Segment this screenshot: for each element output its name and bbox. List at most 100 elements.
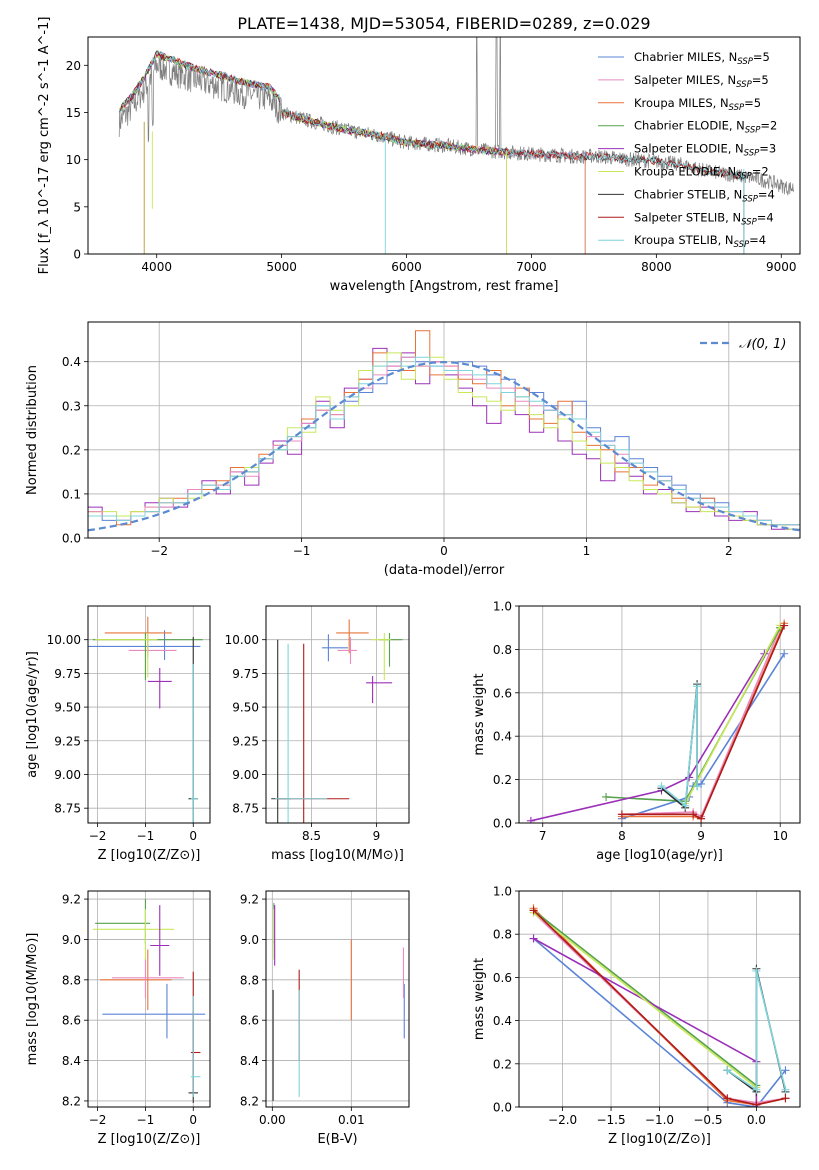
weight-point-marker [780,649,789,658]
figure-title: PLATE=1438, MJD=53054, FIBERID=0289, z=0… [237,14,650,33]
y-tick-label: 9.00 [232,768,259,782]
y-tick-label: 9.50 [54,701,81,715]
x-axis-label: mass [log10(M/M⊙)] [271,848,404,863]
axes-frame [265,890,410,1108]
x-tick-label: 0 [189,1113,197,1127]
y-tick-label: 9.75 [232,667,259,681]
x-tick-label: −2 [89,1113,107,1127]
weight-point-marker [685,773,694,782]
x-axis-label: Z [log10(Z/Z⊙)] [98,1132,201,1147]
legend-name: Chabrier MILES, N [634,50,737,64]
x-tick-label: 8 [618,829,626,843]
y-tick-label: 8.2 [62,1094,81,1108]
weight-point-marker [693,682,702,691]
y-axis-label: Flux [f_λ 10^-17 erg cm^-2 s^-1 A^-1] [37,17,52,275]
y-tick-label: 10.00 [225,633,259,647]
y-tick-label: 0.2 [62,443,81,457]
weight-point-marker [781,1094,790,1103]
panel-mass_vs_Z: −2 −1 0 8.2 8.4 8.6 8.8 9.0 9.2 Z [log10(Z/Z⊙)] ma… [25,890,211,1147]
y-axis-label: mass weight [472,958,487,1040]
plot-area [266,891,409,1107]
legend-label: Chabrier MILES, NSSP=5 [634,50,770,67]
y-tick-label: 1.0 [493,600,512,614]
weight-point-marker [780,621,789,630]
weight-point-marker [723,1094,732,1103]
plot-area [88,606,210,823]
weight-point-marker [781,1066,790,1075]
weight-series-line [726,970,787,1092]
x-tick-label: 5000 [266,260,297,274]
legend-label: Kroupa MILES, NSSP=5 [634,96,761,113]
y-tick-label: 1.0 [493,885,512,899]
plot-area [88,891,210,1107]
x-tick-label: −1 [137,1113,155,1127]
axes-frame [87,321,801,539]
panel-age_vs_mass: 8.5 9 8.75 9.00 9.25 9.50 9.75 10.00 mass [log10… [225,605,410,863]
legend-subscript: SSP [734,240,750,250]
y-tick-label: 0.0 [493,817,512,831]
weight-series-line [684,625,781,804]
x-tick-label: −2 [150,544,168,558]
y-tick-label: 0.0 [493,1101,512,1115]
panel-weight_vs_Z: −2.0 −1.5 −1.0 −0.5 0.0 0.0 0.2 0.4 0.6 0.8 1.0 Z [… [472,885,801,1147]
weight-point-marker [602,792,611,801]
x-axis-label: E(B-V) [317,1132,357,1147]
x-tick-label: 8000 [641,260,672,274]
legend-label: Salpeter ELODIE, NSSP=3 [634,142,776,159]
axes-frame [518,890,801,1108]
x-tick-label: −0.5 [693,1113,722,1127]
legend-value: =2 [752,165,769,179]
legend-value: =4 [749,233,766,247]
weight-series-line [606,627,781,803]
plot-area [118,37,795,254]
legend-subscript: SSP [741,217,757,227]
weight-point-marker [529,934,538,943]
plot-area [88,322,800,538]
weight-point-marker [752,966,761,975]
y-axis-label: Normed distribution [25,365,40,495]
x-tick-label: 2 [725,544,733,558]
x-tick-label: 6000 [391,260,422,274]
x-tick-label: −2.0 [548,1113,577,1127]
y-tick-label: 9.25 [54,734,81,748]
legend-subscript: SSP [742,194,758,204]
y-tick-label: 8.4 [62,1054,81,1068]
weight-point-marker [697,814,706,823]
legend-value: =2 [760,119,777,133]
legend-label: Chabrier STELIB, NSSP=4 [634,187,775,204]
axes-frame [87,36,801,255]
x-tick-label: 8.5 [302,829,321,843]
legend-label: Salpeter STELIB, NSSP=4 [634,210,774,227]
panel-residuals: −2 −1 0 1 2 0.0 0.1 0.2 0.3 0.4 (data-model)/error… [25,321,801,578]
x-axis-label: Z [log10(Z/Z⊙)] [98,848,201,863]
y-tick-label: 5 [73,200,81,214]
axes-frame [87,605,211,824]
y-tick-label: 0.3 [62,399,81,413]
y-tick-label: 0.8 [493,928,512,942]
x-axis-label: age [log10(age/yr)] [596,848,723,863]
y-tick-label: 10 [66,153,81,167]
normal-curve [88,360,800,532]
model-spectrum-line [118,51,745,254]
y-tick-label: 8.8 [240,973,259,987]
x-axis-label: (data-model)/error [384,563,505,578]
model-spectrum-line [119,52,745,254]
y-tick-label: 0.6 [493,686,512,700]
legend-label: Salpeter MILES, NSSP=5 [634,73,769,90]
y-tick-label: 0.2 [493,773,512,787]
y-tick-label: 9.0 [62,933,81,947]
axes-frame [265,605,410,824]
legend-value: =4 [758,187,775,201]
weight-point-marker [681,801,690,810]
y-tick-label: 8.4 [240,1054,259,1068]
weight-point-marker [529,906,538,915]
weight-point-marker [752,1085,761,1094]
y-tick-label: 9.2 [62,893,81,907]
y-tick-label: 9.50 [232,701,259,715]
legend-name: Chabrier STELIB, N [634,187,742,201]
weight-series-line [530,653,766,822]
legend-value: =5 [752,73,769,87]
legend-subscript: SSP [744,149,760,159]
y-tick-label: 0.4 [493,730,512,744]
x-tick-label: −1 [137,829,155,843]
